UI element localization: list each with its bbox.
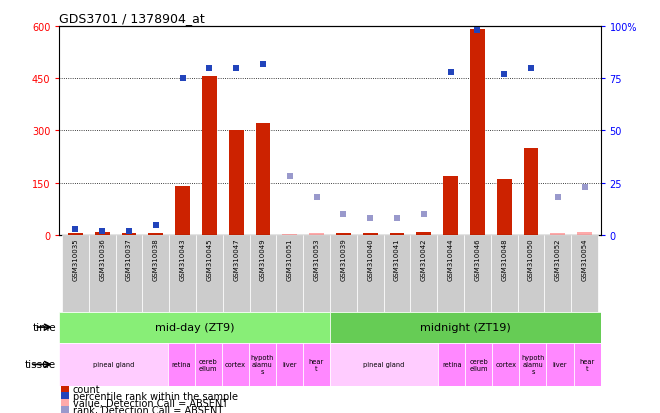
Bar (523, 149, 539, 235)
Text: GSM310046: GSM310046 (475, 238, 480, 280)
Text: GSM310044: GSM310044 (447, 238, 453, 280)
Bar (95, 233, 110, 235)
Bar (416, 233, 431, 235)
Bar (497, 180, 512, 235)
Text: cortex: cortex (225, 361, 246, 368)
Text: mid-day (ZT9): mid-day (ZT9) (155, 322, 234, 332)
Bar (59, 343, 168, 386)
Text: midnight (ZT19): midnight (ZT19) (420, 322, 511, 332)
Bar (148, 233, 163, 235)
Bar (550, 234, 565, 235)
Bar (438, 343, 465, 386)
Text: GSM310048: GSM310048 (501, 238, 507, 280)
Bar (310, 234, 324, 235)
Bar (249, 343, 276, 386)
Text: GSM310049: GSM310049 (260, 238, 266, 280)
Text: GSM310054: GSM310054 (581, 238, 587, 280)
Bar (202, 77, 216, 235)
Text: hypoth
alamu
s: hypoth alamu s (521, 354, 544, 375)
Text: GDS3701 / 1378904_at: GDS3701 / 1378904_at (59, 12, 205, 25)
Bar (383, 235, 411, 312)
Bar (62, 235, 89, 312)
Bar (464, 235, 491, 312)
Bar (492, 343, 519, 386)
Text: GSM310047: GSM310047 (233, 238, 239, 280)
Text: GSM310041: GSM310041 (394, 238, 400, 280)
Text: liver: liver (553, 361, 567, 368)
Text: liver: liver (282, 361, 296, 368)
Bar (59, 312, 330, 343)
Bar (195, 343, 222, 386)
Bar (336, 234, 350, 235)
Bar (577, 233, 592, 235)
Bar (444, 176, 458, 235)
Text: time: time (32, 322, 56, 332)
Bar (196, 235, 223, 312)
Text: count: count (73, 385, 100, 394)
Bar (470, 30, 484, 235)
Text: GSM310051: GSM310051 (287, 238, 293, 280)
Bar (465, 343, 492, 386)
Text: pineal gland: pineal gland (364, 361, 405, 368)
Text: pineal gland: pineal gland (93, 361, 134, 368)
Bar (282, 234, 297, 235)
Text: GSM310035: GSM310035 (73, 238, 79, 280)
Bar (89, 235, 116, 312)
Bar (357, 235, 383, 312)
Bar (330, 312, 601, 343)
Text: GSM310050: GSM310050 (528, 238, 534, 280)
Text: GSM310040: GSM310040 (367, 238, 373, 280)
Text: retina: retina (172, 361, 191, 368)
Bar (143, 235, 169, 312)
Text: cereb
ellum: cereb ellum (469, 358, 488, 371)
Text: GSM310037: GSM310037 (126, 238, 132, 280)
Bar (519, 343, 546, 386)
Text: GSM310039: GSM310039 (341, 238, 346, 280)
Bar (176, 187, 190, 235)
Text: percentile rank within the sample: percentile rank within the sample (73, 391, 238, 401)
Bar (168, 343, 195, 386)
Bar (363, 234, 378, 235)
Text: GSM310045: GSM310045 (207, 238, 213, 280)
Text: GSM310036: GSM310036 (99, 238, 105, 280)
Bar (68, 234, 83, 235)
Bar (229, 131, 244, 235)
Bar (249, 235, 277, 312)
Bar (546, 343, 574, 386)
Text: GSM310043: GSM310043 (180, 238, 185, 280)
Text: retina: retina (442, 361, 461, 368)
Text: value, Detection Call = ABSENT: value, Detection Call = ABSENT (73, 398, 228, 408)
Bar (544, 235, 571, 312)
Bar (169, 235, 196, 312)
Bar (276, 343, 303, 386)
Bar (571, 235, 598, 312)
Bar (121, 234, 137, 235)
Bar (255, 124, 271, 235)
Text: cortex: cortex (496, 361, 516, 368)
Text: hear
t: hear t (579, 358, 595, 371)
Bar (223, 235, 249, 312)
Bar (330, 235, 357, 312)
Text: cereb
ellum: cereb ellum (199, 358, 218, 371)
Text: hypoth
alamu
s: hypoth alamu s (251, 354, 274, 375)
Bar (491, 235, 517, 312)
Text: GSM310053: GSM310053 (314, 238, 319, 280)
Bar (517, 235, 544, 312)
Bar (303, 343, 330, 386)
Text: GSM310052: GSM310052 (555, 238, 561, 280)
Bar (437, 235, 464, 312)
Text: GSM310038: GSM310038 (153, 238, 159, 280)
Text: rank, Detection Call = ABSENT: rank, Detection Call = ABSENT (73, 405, 223, 413)
Bar (115, 235, 143, 312)
Bar (222, 343, 249, 386)
Bar (303, 235, 330, 312)
Bar (330, 343, 438, 386)
Text: hear
t: hear t (309, 358, 324, 371)
Text: tissue: tissue (25, 359, 56, 370)
Bar (574, 343, 601, 386)
Text: GSM310042: GSM310042 (421, 238, 427, 280)
Bar (389, 234, 405, 235)
Bar (411, 235, 437, 312)
Bar (277, 235, 303, 312)
